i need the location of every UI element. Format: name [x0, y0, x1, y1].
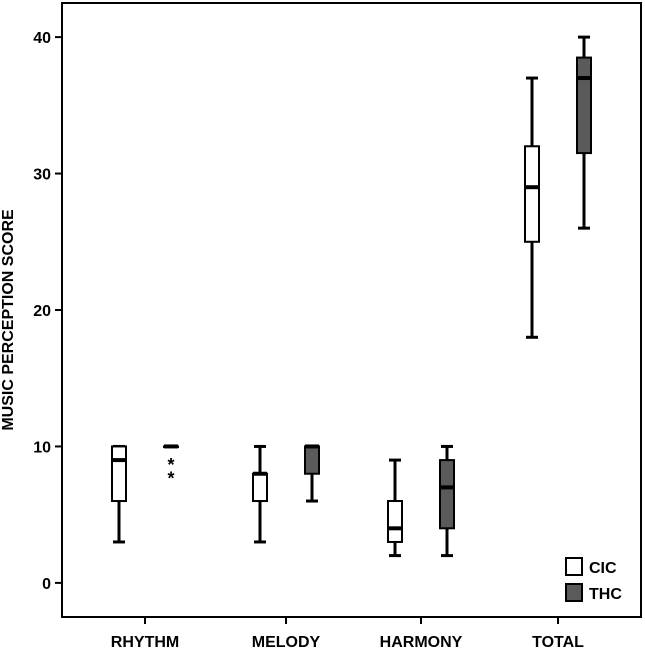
x-tick-label: RHYTHM	[111, 634, 179, 651]
legend-label-thc: THC	[589, 586, 622, 603]
x-tick-label: HARMONY	[380, 634, 463, 651]
y-tick-label: 10	[33, 439, 51, 456]
thc-rhythm-outlier: *	[167, 455, 174, 475]
y-tick-label: 20	[33, 303, 51, 320]
plot-frame	[61, 2, 642, 618]
thc-total-box	[576, 56, 592, 155]
y-tick-label: 0	[42, 576, 51, 593]
thc-melody-box	[304, 445, 320, 475]
x-tick-label: TOTAL	[532, 634, 584, 651]
cic-melody-box	[252, 472, 268, 503]
cic-rhythm-box	[111, 445, 127, 503]
thc-rhythm-outlier: *	[167, 469, 174, 489]
y-tick-label: 40	[33, 30, 51, 47]
legend-swatch-cic	[565, 557, 583, 576]
thc-harmony-box	[439, 459, 455, 530]
y-tick-label: 30	[33, 167, 51, 184]
legend-label-cic: CIC	[589, 560, 617, 577]
y-axis-label: MUSIC PERCEPTION SCORE	[0, 209, 17, 431]
cic-total-box	[524, 145, 540, 243]
x-tick-label: MELODY	[252, 634, 321, 651]
cic-harmony-box	[387, 500, 403, 543]
legend-swatch-thc	[565, 583, 583, 602]
